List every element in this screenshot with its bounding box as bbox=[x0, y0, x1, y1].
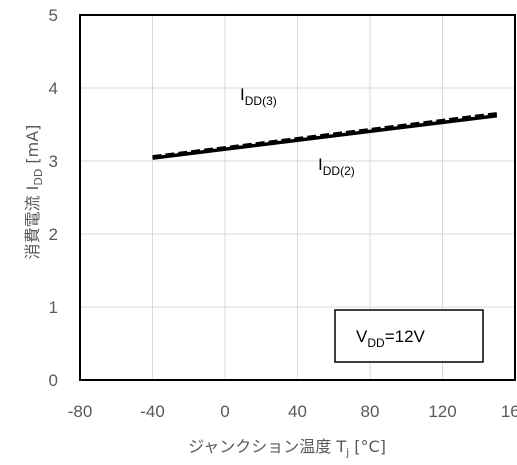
x-tick-label: 40 bbox=[288, 402, 307, 421]
y-tick-label: 2 bbox=[49, 225, 58, 244]
y-axis-title: 消費電流 IDD [mA] bbox=[23, 125, 45, 260]
x-tick-label: 80 bbox=[361, 402, 380, 421]
annotation-idd2: IDD(2) bbox=[318, 155, 355, 178]
y-tick-labels: 0 1 2 3 4 5 bbox=[49, 6, 58, 390]
series-line-idd3 bbox=[152, 112, 498, 159]
x-tick-label: 120 bbox=[428, 402, 456, 421]
x-tick-label: -40 bbox=[140, 402, 165, 421]
x-tick-label: 0 bbox=[220, 402, 229, 421]
y-tick-label: 5 bbox=[49, 6, 58, 25]
annotation-idd3: IDD(3) bbox=[240, 85, 277, 108]
x-tick-label: -80 bbox=[68, 402, 93, 421]
x-tick-label: 160 bbox=[501, 402, 517, 421]
y-tick-label: 1 bbox=[49, 298, 58, 317]
series-group bbox=[152, 112, 498, 160]
y-tick-label: 3 bbox=[49, 152, 58, 171]
x-tick-labels: -80 -40 0 40 80 120 160 bbox=[68, 402, 517, 421]
y-tick-label: 0 bbox=[49, 371, 58, 390]
condition-box bbox=[334, 309, 484, 363]
grid bbox=[80, 15, 515, 380]
x-axis-title: ジャンクション温度 Tj [°C] bbox=[188, 437, 386, 459]
plot-frame bbox=[79, 14, 516, 381]
series-line-idd2 bbox=[152, 114, 498, 160]
condition-box-label: VDD=12V bbox=[356, 327, 426, 350]
y-tick-label: 4 bbox=[49, 79, 58, 98]
